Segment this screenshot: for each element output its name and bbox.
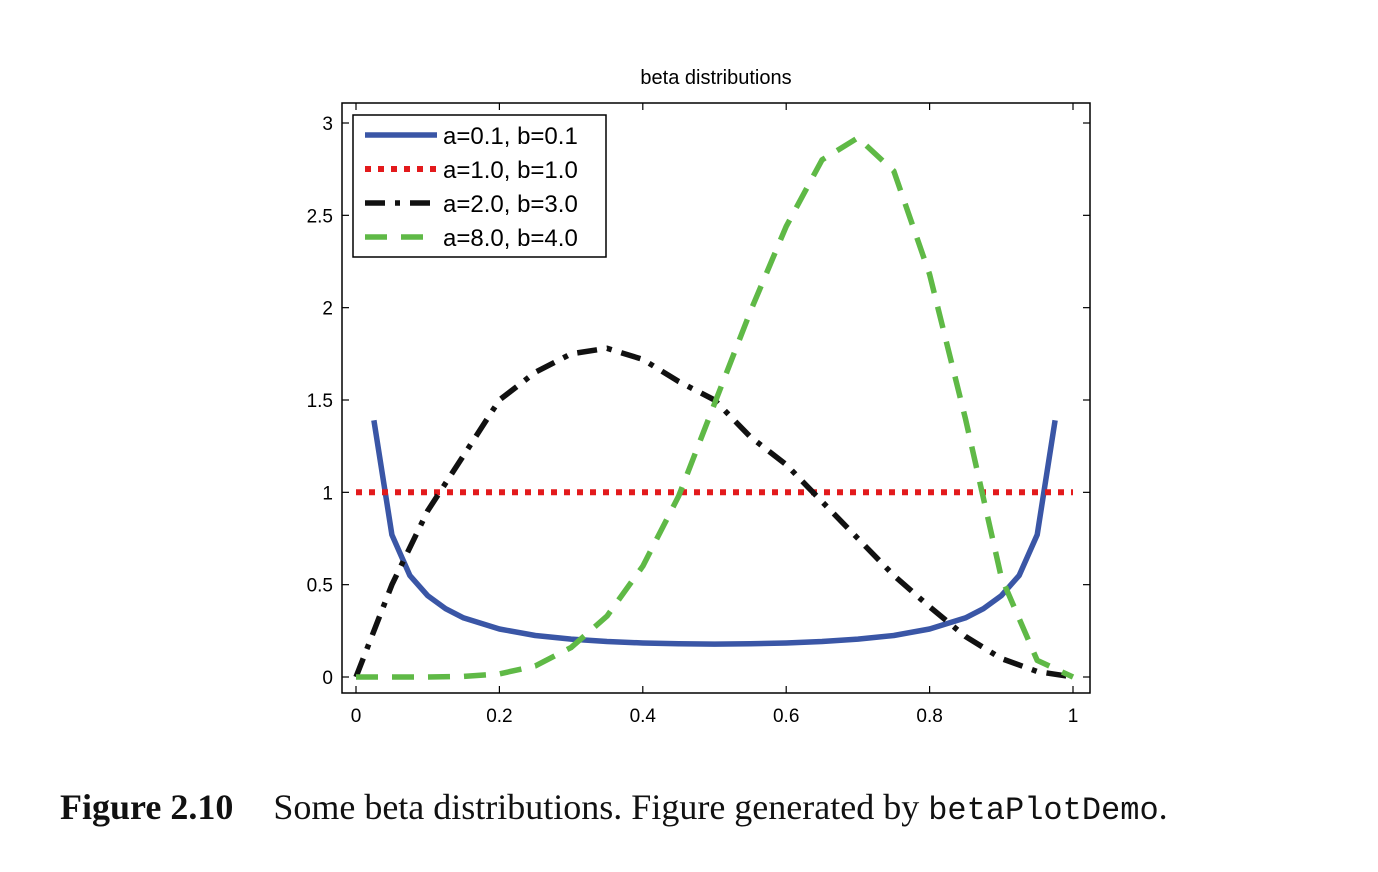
legend-label-2: a=2.0, b=3.0 (443, 191, 578, 218)
caption-code: betaPlotDemo (928, 792, 1159, 829)
chart-title: beta distributions (640, 67, 791, 89)
y-tick-label: 2 (322, 299, 333, 320)
y-tick-label: 3 (322, 114, 333, 135)
legend-label-3: a=8.0, b=4.0 (443, 225, 578, 252)
x-tick-label: 0.2 (486, 706, 512, 727)
y-tick-label: 0 (322, 668, 333, 689)
legend-label-1: a=1.0, b=1.0 (443, 157, 578, 184)
x-tick-label: 0 (351, 706, 362, 727)
figure-caption: Figure 2.10 Some beta distributions. Figu… (60, 786, 1360, 829)
x-tick-label: 1 (1068, 706, 1079, 727)
plot-area (341, 102, 1091, 694)
series-lines (353, 135, 1075, 680)
x-tick-label: 0.8 (916, 706, 942, 727)
y-tick-label: 2.5 (307, 206, 333, 227)
x-tick-label: 0.6 (773, 706, 799, 727)
y-tick-label: 1.5 (307, 391, 333, 412)
legend-label-0: a=0.1, b=0.1 (443, 123, 578, 150)
y-tick-label: 0.5 (307, 576, 333, 597)
series-line-0 (371, 419, 1058, 647)
legend-box (352, 114, 607, 258)
axis-ticks: 0 0.2 0.4 0.6 0.8 1 0 0.5 1 1.5 2 2.5 3 (307, 103, 1090, 727)
caption-label: Figure 2.10 (60, 787, 234, 827)
legend: a=0.1, b=0.1 a=1.0, b=1.0 a=2.0, b=3.0 a=8.… (352, 114, 607, 258)
y-tick-label: 1 (322, 483, 333, 504)
caption-end: . (1158, 787, 1168, 827)
x-tick-label: 0.4 (630, 706, 657, 727)
series-line-3 (356, 135, 1075, 680)
caption-text: Some beta distributions. Figure generate… (273, 787, 929, 827)
